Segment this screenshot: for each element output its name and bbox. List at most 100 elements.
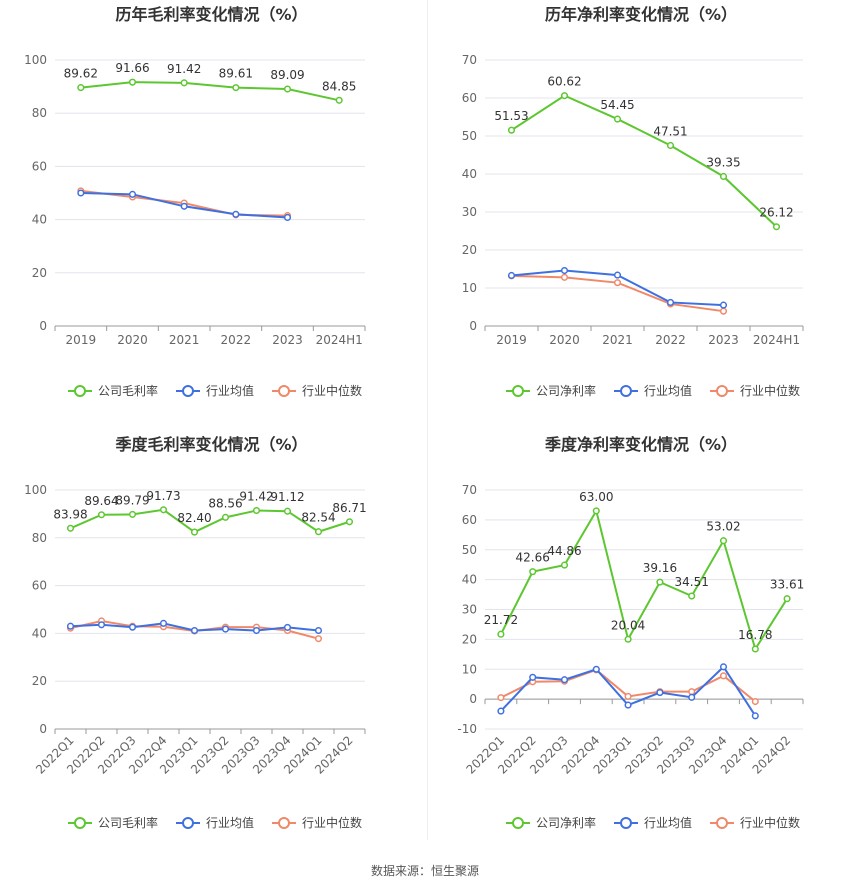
y-tick-label: 0 xyxy=(469,692,477,706)
legend-label: 行业中位数 xyxy=(740,815,800,830)
data-label: 53.02 xyxy=(706,520,740,534)
x-tick-label: 2022 xyxy=(655,333,686,347)
data-label: 91.42 xyxy=(167,62,201,76)
chart-title: 历年毛利率变化情况（%） xyxy=(115,5,307,24)
legend-item[interactable]: 行业均值 xyxy=(614,815,692,830)
legend-item[interactable]: 公司净利率 xyxy=(506,383,596,398)
data-label: 47.51 xyxy=(653,124,687,138)
panel-divider xyxy=(427,0,428,840)
data-point xyxy=(128,623,137,631)
data-point xyxy=(283,213,292,222)
y-tick-label: 80 xyxy=(32,531,47,545)
data-point xyxy=(345,518,354,526)
x-tick-label: 2019 xyxy=(496,333,527,347)
legend-item[interactable]: 行业中位数 xyxy=(272,815,362,830)
legend-swatch-marker xyxy=(620,817,632,829)
data-label: 63.00 xyxy=(579,490,613,504)
y-tick-label: 0 xyxy=(39,722,47,736)
data-point xyxy=(180,202,188,210)
legend-item[interactable]: 公司净利率 xyxy=(506,815,596,830)
y-tick-label: 60 xyxy=(32,579,47,593)
legend-item[interactable]: 行业均值 xyxy=(176,815,254,830)
legend-label: 行业均值 xyxy=(644,383,692,398)
chart-svg: 历年净利率变化情况（%） 0 10 20 30 40 50 60 70 2019 2020 2021 2… xyxy=(462,5,804,398)
data-label: 91.66 xyxy=(115,61,149,75)
y-tick-label: 20 xyxy=(462,632,477,646)
data-point xyxy=(624,635,632,643)
legend-item[interactable]: 公司毛利率 xyxy=(68,383,158,398)
data-label: 91.73 xyxy=(146,489,180,503)
series-line xyxy=(510,94,778,228)
data-label: 82.54 xyxy=(301,511,335,525)
data-point xyxy=(180,79,188,87)
data-point xyxy=(719,307,728,315)
legend-item[interactable]: 行业中位数 xyxy=(272,383,362,398)
data-label: 89.62 xyxy=(64,67,98,81)
data-label: 26.12 xyxy=(759,206,793,220)
data-point xyxy=(283,623,292,631)
legend-swatch-marker xyxy=(182,385,194,397)
data-label: 33.61 xyxy=(770,578,804,592)
data-point xyxy=(497,694,505,702)
y-tick-label: 40 xyxy=(32,213,47,227)
y-tick-label: 30 xyxy=(462,603,477,617)
legend-label: 公司毛利率 xyxy=(98,383,158,398)
legend-item[interactable]: 行业中位数 xyxy=(710,815,800,830)
data-point xyxy=(529,568,537,576)
y-tick-label: 60 xyxy=(32,159,47,173)
data-point xyxy=(751,712,759,720)
data-label: 34.51 xyxy=(675,575,709,589)
data-point xyxy=(719,172,728,181)
data-point xyxy=(314,635,323,643)
legend-label: 公司毛利率 xyxy=(98,815,158,830)
data-point xyxy=(77,84,85,92)
data-point xyxy=(97,511,106,519)
data-point xyxy=(221,625,230,633)
data-point xyxy=(688,592,696,600)
legend-item[interactable]: 公司毛利率 xyxy=(68,815,158,830)
legend-label: 行业均值 xyxy=(644,815,692,830)
data-point xyxy=(592,507,600,515)
data-point xyxy=(252,626,261,635)
legend-label: 行业中位数 xyxy=(740,383,800,398)
legend-label: 行业中位数 xyxy=(302,815,362,830)
y-tick-label: 60 xyxy=(462,91,477,105)
y-tick-label: 40 xyxy=(462,167,477,181)
legend-item[interactable]: 行业均值 xyxy=(614,383,692,398)
y-tick-label: 0 xyxy=(469,319,477,333)
data-label: 21.72 xyxy=(484,613,518,627)
y-tick-label: 50 xyxy=(462,129,477,143)
chart-title: 季度净利率变化情况（%） xyxy=(544,435,737,454)
legend-swatch-marker xyxy=(278,817,290,829)
data-label: 20.04 xyxy=(611,618,645,632)
data-point xyxy=(232,84,240,92)
y-tick-label: 70 xyxy=(462,53,477,67)
data-label: 89.09 xyxy=(270,68,304,82)
y-tick-label: 80 xyxy=(32,106,47,120)
legend-swatch-marker xyxy=(74,385,86,397)
legend-label: 公司净利率 xyxy=(536,815,596,830)
legend-label: 行业均值 xyxy=(206,383,254,398)
x-tick-label: 2023 xyxy=(708,333,739,347)
data-point xyxy=(97,621,106,629)
data-point xyxy=(560,273,569,281)
legend-label: 行业中位数 xyxy=(302,383,362,398)
data-label: 86.71 xyxy=(332,501,366,515)
chart-svg: 季度毛利率变化情况（%）0204060801002022Q12022Q22022… xyxy=(24,435,367,830)
x-tick-label: 2022 xyxy=(221,333,252,347)
data-point xyxy=(656,689,664,697)
data-label: 39.16 xyxy=(643,561,677,575)
data-point xyxy=(624,692,632,700)
series-line xyxy=(80,81,340,102)
data-point xyxy=(656,578,664,586)
data-label: 42.66 xyxy=(516,551,550,565)
y-tick-label: 100 xyxy=(24,483,47,497)
legend-item[interactable]: 行业中位数 xyxy=(710,383,800,398)
legend-swatch-marker xyxy=(716,817,728,829)
y-tick-label: 10 xyxy=(462,281,477,295)
data-point xyxy=(128,190,137,198)
series-line xyxy=(500,508,788,652)
y-tick-label: 100 xyxy=(24,53,47,67)
chart-title: 季度毛利率变化情况（%） xyxy=(114,435,307,454)
legend-item[interactable]: 行业均值 xyxy=(176,383,254,398)
